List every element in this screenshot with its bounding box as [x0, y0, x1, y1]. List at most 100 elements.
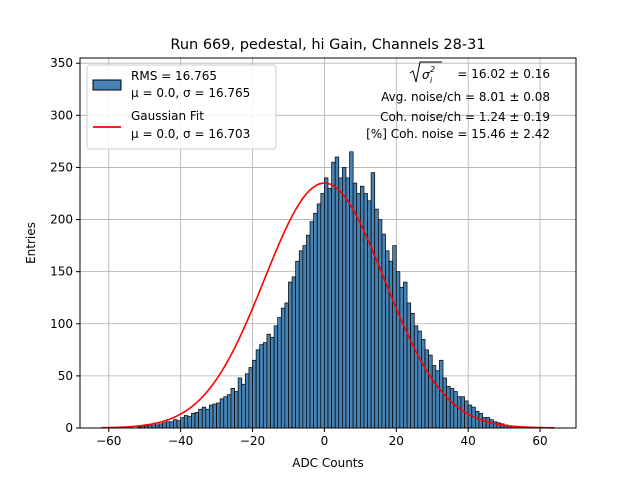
histogram-bar [374, 208, 379, 429]
grid [80, 58, 576, 429]
histogram-bar [262, 342, 268, 429]
histogram-bar [324, 177, 329, 429]
legend-histogram-swatch [92, 79, 122, 91]
histogram-bar [284, 302, 289, 429]
histogram-bar [230, 388, 235, 429]
histogram-bar [183, 415, 189, 429]
legend: RMS = 16.765 μ = 0.0, σ = 16.765 Gaussia… [86, 64, 277, 150]
histogram-bar [446, 385, 451, 429]
histogram-bar [273, 325, 279, 429]
x-tick-label: 20 [389, 434, 404, 448]
histogram-bar [449, 388, 455, 429]
histogram-bar [338, 177, 343, 429]
histogram-bar [417, 330, 422, 429]
histogram-bar [227, 394, 232, 429]
histogram-bar [244, 373, 250, 429]
svg-text:2: 2 [430, 65, 435, 74]
histogram-bar [320, 193, 325, 429]
histogram-bar [385, 250, 390, 429]
x-tick-label: −60 [96, 434, 121, 448]
histogram-bar [352, 182, 358, 429]
histogram-bar [442, 377, 447, 429]
x-axis-label: ADC Counts [292, 456, 364, 470]
x-tick-label: 60 [532, 434, 547, 448]
histogram-bar [439, 359, 444, 429]
svg-text:σ: σ [422, 68, 430, 82]
histogram-bar [424, 349, 429, 429]
x-axis-ticks: −60 −40 −20 0 20 40 60 [96, 428, 548, 448]
plot-frame [79, 57, 577, 429]
y-tick-label: 50 [58, 369, 73, 383]
noise-annotations: σ 2 i = 16.02 ± 0.16 Avg. noise/ch = 8.0… [366, 61, 550, 141]
histogram-bar [435, 370, 440, 429]
histogram-bar [356, 193, 361, 429]
histogram-bar [395, 271, 401, 429]
histogram-bar [180, 417, 185, 429]
histogram-bar [205, 408, 210, 429]
histogram-bar [266, 333, 271, 429]
histogram-bar [457, 396, 462, 429]
histogram-bar [198, 408, 203, 429]
histogram-bar [223, 396, 228, 429]
histogram-bar [252, 359, 257, 429]
histogram-bar [327, 187, 332, 429]
histogram-bar [280, 307, 286, 429]
histogram-bar [201, 406, 207, 429]
y-tick-label: 0 [65, 421, 73, 435]
sqrt-sigma-symbol: σ 2 i [409, 61, 442, 85]
y-tick-label: 300 [50, 108, 73, 122]
histogram-bar [410, 313, 415, 429]
histogram-bar [277, 317, 282, 429]
histogram-bar [162, 422, 167, 429]
histogram-bar [295, 260, 300, 429]
histogram-bar [219, 398, 225, 429]
histogram-bars [137, 151, 523, 429]
y-tick-label: 200 [50, 213, 73, 227]
histogram-bar [453, 391, 458, 429]
legend-histogram-stats: μ = 0.0, σ = 16.765 [131, 86, 250, 100]
histogram-bar [342, 167, 347, 429]
histogram-bar [176, 420, 181, 429]
histogram-bar [406, 302, 412, 429]
histogram-bar [191, 413, 196, 429]
histogram-bar [349, 151, 354, 429]
legend-histogram-label: RMS = 16.765 [131, 69, 217, 83]
annotation-avg-noise: Avg. noise/ch = 8.01 ± 0.08 [381, 90, 550, 104]
gaussian-fit-layer [101, 182, 555, 429]
histogram-bar [306, 234, 311, 429]
histogram-bar [237, 377, 243, 429]
histogram-bar [209, 404, 214, 429]
histogram-bar [288, 281, 293, 429]
legend-box [86, 64, 277, 150]
histogram-bar [194, 412, 199, 429]
histogram-bar [316, 203, 322, 429]
y-axis-label: Entries [24, 222, 38, 264]
legend-fit-stats: μ = 0.0, σ = 16.703 [131, 127, 250, 141]
histogram-bar [482, 417, 487, 429]
annotation-sqrt-sigma: = 16.02 ± 0.16 [457, 67, 550, 81]
histogram-bar [158, 423, 164, 429]
histogram-bar [212, 403, 217, 429]
y-tick-label: 350 [50, 56, 73, 70]
annotation-pct-coh-noise: [%] Coh. noise = 15.46 ± 2.42 [366, 127, 550, 141]
histogram-bar [259, 344, 264, 429]
legend-fit-label: Gaussian Fit [131, 109, 204, 123]
x-tick-label: 0 [321, 434, 329, 448]
y-tick-label: 250 [50, 160, 73, 174]
histogram-bar [359, 185, 365, 429]
histogram-bar [298, 250, 304, 429]
histogram-bar [173, 419, 178, 429]
histogram-bar [377, 219, 383, 429]
x-tick-label: −20 [240, 434, 265, 448]
histogram-bar [428, 354, 433, 429]
histogram-bar [334, 156, 340, 429]
histogram-bar [291, 276, 297, 429]
histogram-bar [187, 416, 192, 429]
x-tick-label: −40 [168, 434, 193, 448]
histogram-bar [388, 260, 394, 429]
histogram-bar [169, 421, 174, 429]
histogram-bar [381, 233, 386, 429]
histogram-bar [367, 200, 372, 429]
histogram-bar [248, 367, 253, 429]
